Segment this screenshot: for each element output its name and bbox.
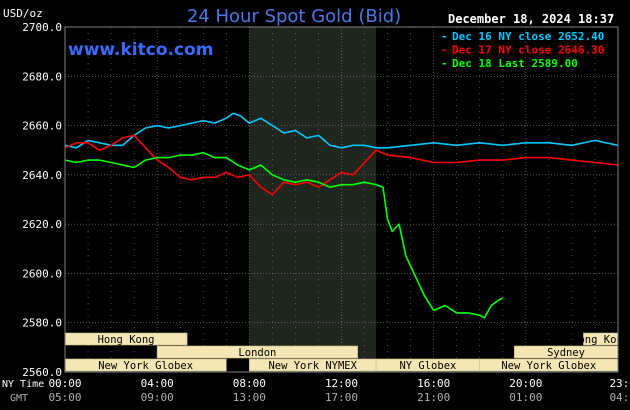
- session-label: Sydney: [547, 347, 585, 359]
- legend-marker: -: [441, 30, 448, 43]
- y-tick-label: 2620.0: [22, 218, 62, 231]
- x-tick-label-ny: 23:59: [609, 377, 630, 390]
- x-tick-label-ny: 04:00: [141, 377, 174, 390]
- legend-entry: Dec 17 NY close 2646.30: [452, 44, 604, 57]
- timezone-labels: NY Time GMT: [2, 379, 44, 404]
- x-tick-label-ny: 08:00: [233, 377, 266, 390]
- y-axis: 2700.0 2680.0 2660.0 2640.0 2620.0 2600.0 2580…: [22, 21, 62, 379]
- session-label: London: [238, 347, 276, 359]
- y-tick-label: 2600.0: [22, 267, 62, 280]
- session-bar: New York Globex: [64, 358, 227, 372]
- x-tick-label-ny: 16:00: [417, 377, 450, 390]
- x-tick-label-ny: 20:00: [509, 377, 542, 390]
- session-label: New York Globex: [501, 360, 596, 372]
- series-line-1: [64, 134, 618, 196]
- session-label: Hong Kong: [98, 334, 155, 346]
- y-tick-label: 2580.0: [22, 317, 62, 330]
- x-tick-label-gmt: 04:59: [609, 391, 630, 404]
- y-tick-label: 2560.0: [22, 366, 62, 379]
- plot-border: [64, 26, 619, 373]
- session-bar-fill: [156, 345, 358, 359]
- session-bar: New York NYMEX: [249, 358, 377, 372]
- x-tick-label-gmt: 17:00: [325, 391, 358, 404]
- y-tick-label: 2700.0: [22, 21, 62, 34]
- x-tick-label-ny: 12:00: [325, 377, 358, 390]
- session-bar: NY Globex: [375, 358, 481, 372]
- x-tick-label-gmt: 13:00: [233, 391, 266, 404]
- session-label: New York Globex: [98, 360, 193, 372]
- y-unit-label: USD/oz: [3, 7, 43, 20]
- nymex-hours-shade: [249, 27, 377, 372]
- x-tick-label-gmt: 21:00: [417, 391, 450, 404]
- session-label: NY Globex: [399, 360, 456, 372]
- x-tick-label-gmt: 09:00: [141, 391, 174, 404]
- legend-marker: -: [441, 57, 448, 70]
- series-line-2: [64, 151, 504, 319]
- y-tick-label: 2680.0: [22, 70, 62, 83]
- y-tick-label: 2660.0: [22, 120, 62, 133]
- session-bar: Hong Kong: [64, 332, 188, 346]
- legend-entry: Dec 18 Last 2589.00: [452, 57, 578, 70]
- session-label: Hong Kong: [572, 334, 629, 346]
- x-tick-label-gmt: 05:00: [48, 391, 81, 404]
- session-bar: Sydney: [514, 345, 619, 359]
- session-label: New York NYMEX: [268, 360, 357, 372]
- gmt-label: GMT: [10, 393, 28, 404]
- x-axis: 00:00 04:00 08:00 12:00 16:00 20:00 23:59 05:00…: [48, 377, 630, 404]
- session-bar: Hong Kong: [572, 332, 629, 346]
- session-bar: London: [156, 345, 358, 359]
- ny-time-label: NY Time: [2, 379, 44, 390]
- x-tick-label-ny: 00:00: [48, 377, 81, 390]
- price-series: [64, 112, 618, 319]
- y-tick-label: 2640.0: [22, 169, 62, 182]
- session-bar: New York Globex: [479, 358, 619, 372]
- legend: - Dec 16 NY close 2652.40- Dec 17 NY close…: [441, 30, 604, 70]
- series-line-0: [64, 112, 618, 149]
- legend-entry: Dec 16 NY close 2652.40: [452, 30, 604, 43]
- brand-label: www.kitco.com: [68, 40, 213, 60]
- date-label: December 18, 2024 18:37: [448, 12, 614, 26]
- x-tick-label-gmt: 01:00: [509, 391, 542, 404]
- trading-hours-shade: [249, 27, 377, 372]
- chart-title: 24 Hour Spot Gold (Bid): [187, 6, 401, 27]
- legend-marker: -: [441, 44, 448, 57]
